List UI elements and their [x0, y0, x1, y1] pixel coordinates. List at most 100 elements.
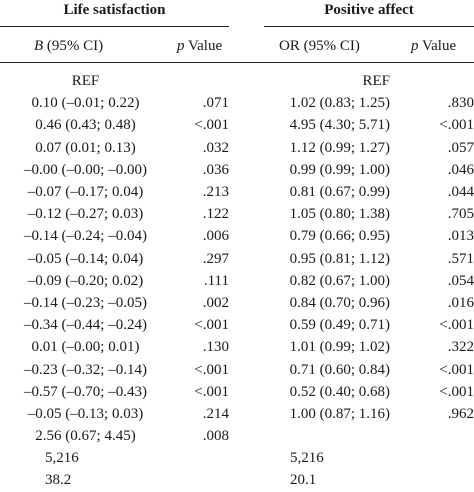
- cell-gap: [229, 248, 254, 270]
- cell-gap: [229, 425, 254, 447]
- table-row: –0.12 (–0.27; 0.03) .122 1.05 (0.80; 1.38)…: [0, 203, 474, 225]
- subheader-rule: [0, 62, 474, 63]
- cell-or-ci: 0.82 (0.67; 1.00): [289, 272, 390, 289]
- cell-gap: [229, 447, 254, 469]
- cell-or-ci: 0.99 (0.99; 1.00): [289, 161, 390, 178]
- table-row: –0.14 (–0.23; –0.05) .002 0.84 (0.70; 0.96…: [0, 292, 474, 314]
- cell-b-ci: 0.07 (0.01; 0.13): [35, 139, 136, 156]
- cell-b-ci: –0.34 (–0.44; –0.24): [24, 317, 147, 334]
- table-row: –0.14 (–0.24; –0.04) .006 0.79 (0.66; 0.95…: [0, 225, 474, 247]
- cell-p-value-pa: .044: [447, 184, 474, 201]
- header-rule-left: [0, 26, 229, 27]
- cell-or-ci: 0.79 (0.66; 0.95): [289, 228, 390, 245]
- table-row: –0.07 (–0.17; 0.04) .213 0.81 (0.67; 0.99)…: [0, 181, 474, 203]
- cell-p-value-ls: .008: [202, 428, 229, 445]
- table-row: –0.00 (–0.00; –0.00) .036 0.99 (0.99; 1.00…: [0, 159, 474, 181]
- cell-gap: [229, 314, 254, 336]
- cell-p-value-ls: .071: [202, 95, 229, 112]
- cell-p-value-ls: .130: [202, 339, 229, 356]
- cell-empty: [171, 469, 229, 491]
- cell-gap: [229, 292, 254, 314]
- cell-p-value-ls: <.001: [194, 361, 229, 378]
- cell-gap: [229, 181, 254, 203]
- cell-gap: [229, 403, 254, 425]
- cell-or-ci: 4.95 (4.30; 5.71): [289, 117, 390, 134]
- cell-b-ci: –0.23 (–0.32; –0.14): [24, 361, 147, 378]
- cell-gap: [229, 270, 254, 292]
- col-header-p1-letter: p: [177, 38, 185, 54]
- cell-b-ci: –0.05 (–0.13; 0.03): [27, 405, 144, 422]
- table-row: –0.23 (–0.32; –0.14) <.001 0.71 (0.60; 0.8…: [0, 358, 474, 380]
- cell-empty: [171, 447, 229, 469]
- cell-or-ci: 0.71 (0.60; 0.84): [289, 361, 390, 378]
- table-row: 2.56 (0.67; 4.45) .008: [0, 425, 474, 447]
- cell-gap: [229, 469, 254, 491]
- cell-or-ci: [254, 425, 390, 447]
- cell-gap: [229, 225, 254, 247]
- cell-b-ci: –0.05 (–0.14; 0.04): [27, 250, 144, 267]
- col-header-p1: p Value: [177, 37, 222, 55]
- cell-p-value-pa: [390, 425, 474, 447]
- cell-p-value-pa: <.001: [439, 317, 474, 334]
- cell-footer-or: 20.1: [290, 472, 317, 489]
- cell-gap: [229, 381, 254, 403]
- cell-b-ci: 0.46 (0.43; 0.48): [35, 117, 136, 134]
- cell-p-value-pa: .016: [447, 294, 474, 311]
- cell-gap: [229, 159, 254, 181]
- col-header-p2-letter: p: [411, 38, 419, 54]
- table-row: REF REF: [0, 70, 474, 92]
- table-row: 0.46 (0.43; 0.48) <.001 4.95 (4.30; 5.71) <…: [0, 114, 474, 136]
- table-row: 0.07 (0.01; 0.13) .032 1.12 (0.99; 1.27) .0…: [0, 137, 474, 159]
- cell-p-value-pa: .013: [447, 228, 474, 245]
- cell-p-value-pa: .054: [447, 272, 474, 289]
- cell-b-ci: 0.10 (–0.01; 0.22): [31, 95, 140, 112]
- cell-or-ci: REF: [362, 73, 390, 90]
- cell-p-value-pa: <.001: [439, 383, 474, 400]
- cell-p-value-ls: .111: [203, 272, 229, 289]
- cell-gap: [229, 336, 254, 358]
- cell-p-value-pa: <.001: [439, 361, 474, 378]
- header-life-satisfaction: Life satisfaction: [63, 2, 166, 18]
- header-rule-right: [264, 26, 474, 27]
- cell-p-value-ls: .214: [202, 405, 229, 422]
- cell-b-ci: –0.00 (–0.00; –0.00): [24, 161, 147, 178]
- cell-b-ci: –0.14 (–0.23; –0.05): [24, 294, 147, 311]
- cell-p-value-pa: .705: [447, 206, 474, 223]
- cell-b-ci: –0.07 (–0.17; 0.04): [27, 184, 144, 201]
- cell-p-value-ls: [171, 70, 229, 92]
- cell-or-ci: 1.01 (0.99; 1.02): [289, 339, 390, 356]
- col-header-or: OR (95% CI): [279, 38, 360, 54]
- cell-or-ci: 0.95 (0.81; 1.12): [289, 250, 390, 267]
- cell-p-value-pa: .571: [447, 250, 474, 267]
- cell-or-ci: 0.52 (0.40; 0.68): [289, 383, 390, 400]
- cell-p-value-ls: .032: [202, 139, 229, 156]
- cell-p-value-ls: .006: [202, 228, 229, 245]
- table-row: –0.05 (–0.13; 0.03) .214 1.00 (0.87; 1.16)…: [0, 403, 474, 425]
- cell-p-value-pa: .962: [447, 405, 474, 422]
- cell-p-value-pa: .046: [447, 161, 474, 178]
- results-table: REF REF 0.10 (–0.01; 0.22) .071 1.02 (0.83; …: [0, 70, 474, 492]
- table-row: –0.05 (–0.14; 0.04) .297 0.95 (0.81; 1.12)…: [0, 248, 474, 270]
- cell-or-ci: 1.12 (0.99; 1.27): [289, 139, 390, 156]
- cell-p-value-ls: <.001: [194, 117, 229, 134]
- col-header-b: B (95% CI): [34, 37, 103, 55]
- results-table-body: REF REF 0.10 (–0.01; 0.22) .071 1.02 (0.83; …: [0, 70, 474, 492]
- cell-gap: [229, 114, 254, 136]
- footer-row: 5,216 5,216: [0, 447, 474, 469]
- header-positive-affect: Positive affect: [324, 2, 414, 18]
- footer-row: 38.2 20.1: [0, 469, 474, 491]
- cell-gap: [229, 203, 254, 225]
- cell-b-ci: REF: [71, 73, 100, 90]
- cell-or-ci: 1.00 (0.87; 1.16): [289, 405, 390, 422]
- col-header-b-rest: (95% CI): [46, 38, 104, 54]
- table-row: 0.01 (–0.00; 0.01) .130 1.01 (0.99; 1.02).…: [0, 336, 474, 358]
- col-header-p2: p Value: [411, 37, 456, 55]
- cell-p-value-pa: [390, 70, 474, 92]
- cell-gap: [229, 137, 254, 159]
- cell-p-value-ls: .297: [202, 250, 229, 267]
- cell-b-ci: –0.09 (–0.20; 0.02): [27, 272, 144, 289]
- cell-footer-b: 38.2: [45, 472, 72, 489]
- col-header-p1-rest: Value: [187, 38, 223, 54]
- cell-or-ci: 1.02 (0.83; 1.25): [289, 95, 390, 112]
- cell-p-value-ls: <.001: [194, 383, 229, 400]
